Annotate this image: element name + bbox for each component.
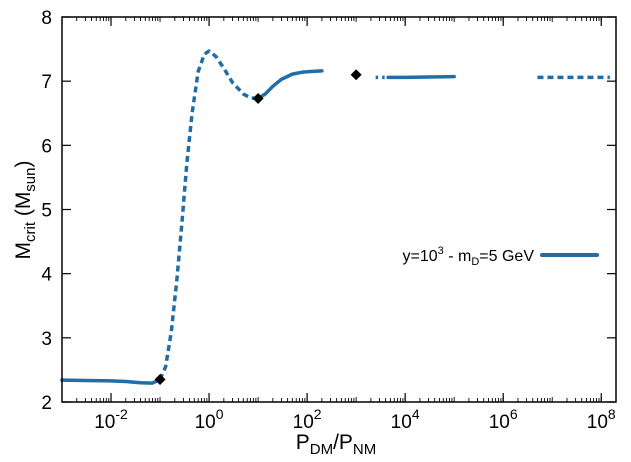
legend-y-exp: 3 <box>438 245 444 257</box>
diamond-marker <box>154 374 166 386</box>
x-tick-label-base: 10 <box>489 412 510 433</box>
x-tick-label-base: 10 <box>587 412 608 433</box>
x-tick-label-exp: 2 <box>314 406 322 422</box>
legend-m-sub: D <box>471 256 479 268</box>
legend-label: y=103 - mD=5 GeV <box>403 245 535 268</box>
y-tick-label: 5 <box>41 201 52 222</box>
x-tick-label-base: 10 <box>391 412 412 433</box>
diamond-marker <box>252 92 264 104</box>
x-axis-title-sub1: DM <box>310 441 333 458</box>
x-tick-label: 106 <box>489 406 518 433</box>
y-axis-title: Mcrit (Msun) <box>12 160 39 259</box>
x-tick-label-exp: -2 <box>115 406 128 422</box>
y-axis-title-mid: (M <box>12 192 35 222</box>
x-tick-label: 10-2 <box>94 406 128 433</box>
x-tick-label-base: 10 <box>195 412 216 433</box>
y-tick-label: 7 <box>41 72 52 93</box>
x-tick-label: 102 <box>293 406 322 433</box>
x-tick-label: 108 <box>587 406 616 433</box>
y-axis-title-sub1: crit <box>22 221 39 242</box>
x-tick-label-exp: 8 <box>608 406 616 422</box>
diamond-marker <box>350 69 362 81</box>
x-tick-label-exp: 0 <box>216 406 224 422</box>
y-tick-label: 3 <box>41 329 52 350</box>
series-segment-solid <box>256 69 324 101</box>
x-axis-title-main: P <box>296 431 310 454</box>
y-tick-label: 6 <box>41 136 52 157</box>
series-segment-solid <box>386 74 456 80</box>
y-axis-title-main: M <box>12 242 35 260</box>
y-axis-title-sub2: sun <box>22 167 39 191</box>
x-tick-label-exp: 4 <box>412 406 420 422</box>
x-axis-title-sub2: NM <box>353 441 376 458</box>
series-segment-solid <box>60 377 162 385</box>
plot-frame <box>61 16 617 403</box>
x-tick-label: 100 <box>195 406 224 433</box>
y-tick-label: 4 <box>41 265 52 286</box>
x-tick-label-exp: 6 <box>510 406 518 422</box>
x-axis-title-sep: /P <box>333 431 353 454</box>
y-tick-label: 2 <box>41 393 52 414</box>
series-segment-dashed <box>158 49 259 381</box>
legend: y=103 - mD=5 GeV <box>403 245 599 268</box>
x-tick-label-base: 10 <box>94 412 115 433</box>
x-axis-title: PDM/PNM <box>296 431 377 458</box>
x-tick-label: 104 <box>391 406 420 433</box>
legend-end-text: =5 GeV <box>479 248 534 265</box>
y-axis-title-end: ) <box>12 160 35 167</box>
legend-mid-text: - m <box>444 248 472 265</box>
legend-y-text: y=10 <box>403 248 438 265</box>
x-tick-label-base: 10 <box>293 412 314 433</box>
y-tick-label: 8 <box>41 8 52 29</box>
